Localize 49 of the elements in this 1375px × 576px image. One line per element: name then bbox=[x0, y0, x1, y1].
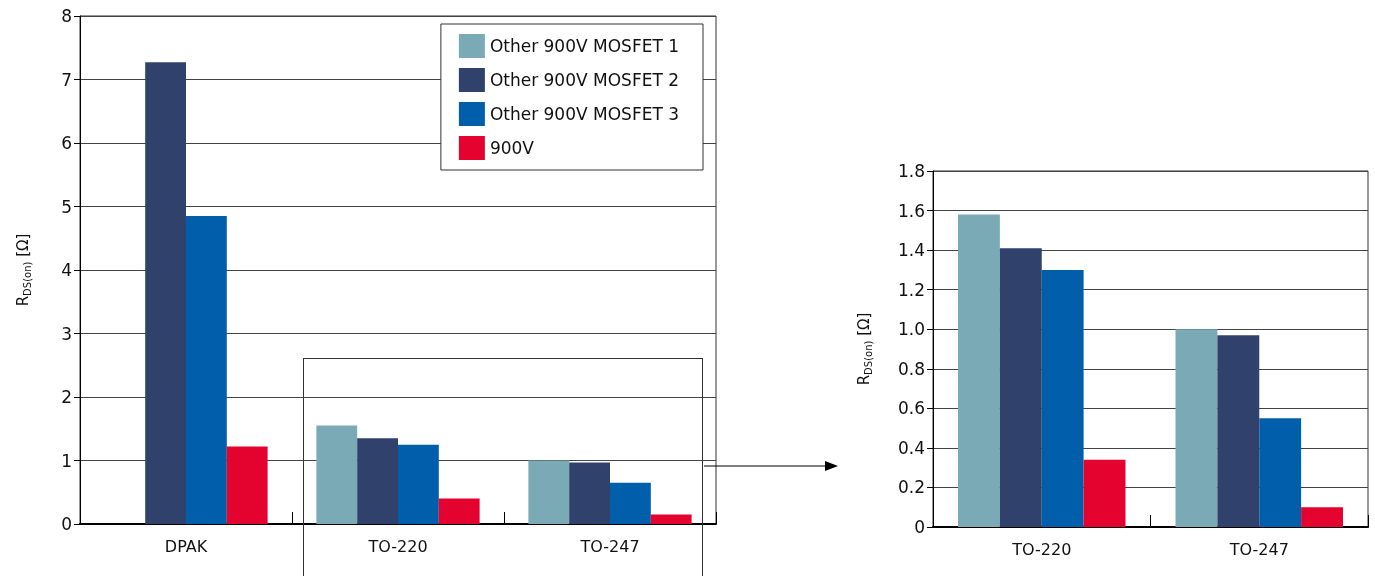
bar bbox=[145, 62, 186, 524]
y-tick-label: 4 bbox=[61, 260, 72, 280]
legend-label: Other 900V MOSFET 2 bbox=[489, 70, 680, 90]
bar bbox=[438, 498, 480, 524]
y-tick-label: 1.0 bbox=[897, 319, 925, 340]
bar bbox=[1217, 335, 1260, 527]
y-tick-label: 0.4 bbox=[897, 437, 925, 458]
bar bbox=[528, 460, 570, 524]
bar bbox=[650, 514, 692, 524]
y-tick-label: 3 bbox=[61, 323, 72, 344]
y-tick-label: 2 bbox=[61, 387, 72, 407]
bar bbox=[226, 446, 268, 524]
bar bbox=[1301, 507, 1343, 527]
bar bbox=[316, 425, 358, 524]
x-tick-label: DPAK bbox=[164, 536, 208, 556]
bar bbox=[186, 216, 227, 524]
y-tick-label: 0 bbox=[61, 514, 72, 534]
x-tick-label: TO-220 bbox=[1011, 539, 1072, 559]
y-tick-label: 8 bbox=[61, 6, 72, 26]
bar bbox=[1083, 459, 1126, 527]
bar bbox=[569, 462, 610, 524]
y-axis-title: RDS(on) [Ω] bbox=[14, 233, 33, 307]
y-tick-label: 0.6 bbox=[897, 398, 925, 419]
legend-label: 900V bbox=[489, 138, 535, 158]
y-tick-label: 1.4 bbox=[897, 240, 925, 261]
bar bbox=[1259, 418, 1302, 527]
legend-label: Other 900V MOSFET 1 bbox=[489, 36, 680, 56]
y-tick-label: 1.8 bbox=[897, 161, 925, 181]
y-tick-label: 0 bbox=[914, 517, 925, 537]
x-tick-label: TO-220 bbox=[367, 536, 428, 556]
y-tick-label: 1.2 bbox=[897, 279, 925, 300]
y-tick-label: 1 bbox=[61, 450, 72, 471]
y-tick-label: 1.6 bbox=[897, 200, 925, 221]
bar bbox=[357, 438, 398, 524]
bar bbox=[398, 444, 439, 524]
y-tick-label: 7 bbox=[61, 69, 72, 90]
y-tick-label: 5 bbox=[61, 196, 72, 217]
bar bbox=[1041, 269, 1084, 527]
x-tick-label: TO-247 bbox=[1228, 539, 1289, 559]
legend-label: Other 900V MOSFET 3 bbox=[489, 104, 680, 124]
y-tick-label: 0.2 bbox=[897, 477, 925, 498]
bar bbox=[999, 248, 1042, 527]
bar bbox=[958, 214, 1000, 527]
x-tick-label: TO-247 bbox=[579, 536, 640, 556]
y-axis-title: RDS(on) [Ω] bbox=[855, 312, 874, 386]
y-tick-label: 0.8 bbox=[897, 358, 925, 379]
bar bbox=[1175, 329, 1218, 527]
bar bbox=[610, 482, 651, 524]
y-tick-label: 6 bbox=[61, 133, 72, 153]
